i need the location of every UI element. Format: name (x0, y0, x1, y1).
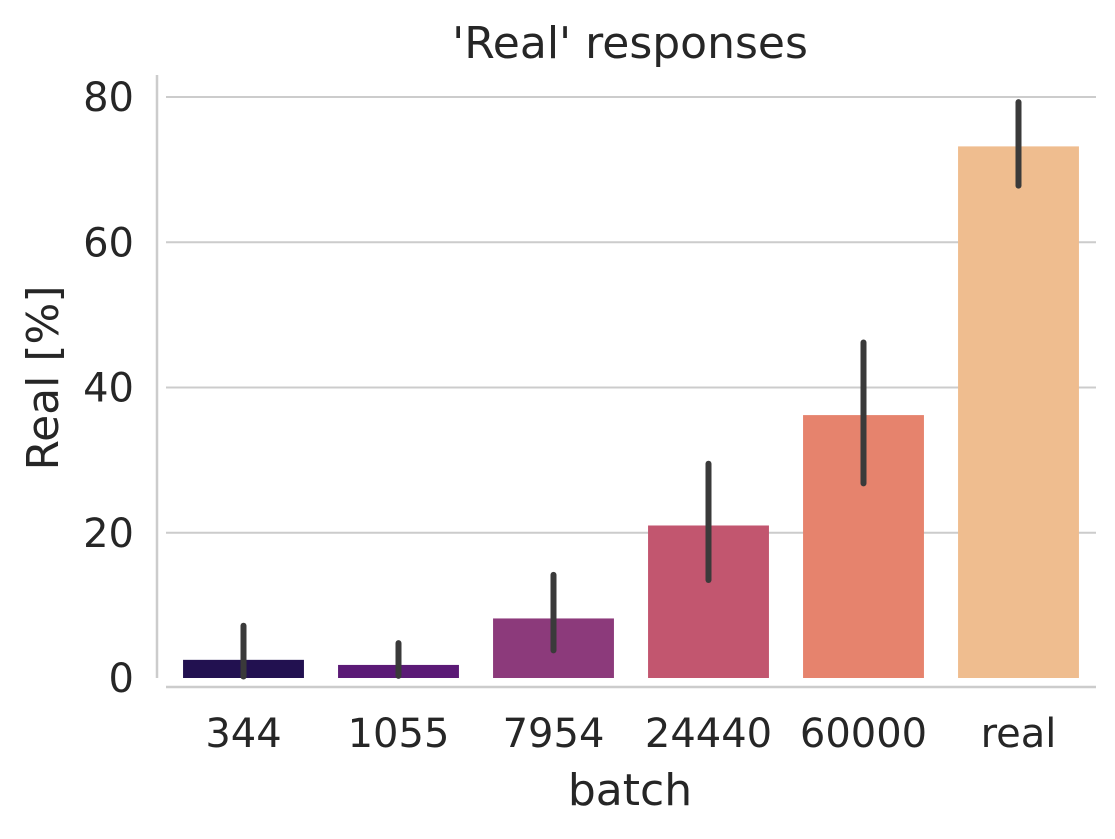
y-tick-label: 40 (83, 366, 134, 412)
bars (183, 146, 1079, 678)
x-axis-label: batch (568, 765, 692, 816)
axes (155, 75, 1096, 689)
x-tick-label: real (981, 711, 1057, 757)
x-tick-label: 60000 (800, 711, 927, 757)
chart-title: 'Real' responses (452, 18, 808, 69)
y-tick-labels: 0 20 40 60 80 (83, 75, 134, 702)
x-tick-label: 1055 (348, 711, 450, 757)
x-tick-labels: 344 1055 7954 24440 60000 real (205, 711, 1056, 757)
y-tick-label: 80 (83, 75, 134, 121)
error-bars (240, 99, 1022, 680)
x-tick-label: 344 (205, 711, 281, 757)
y-tick-label: 60 (83, 220, 134, 266)
x-tick-label: 24440 (645, 711, 772, 757)
x-tick-label: 7954 (503, 711, 605, 757)
grid-lines (166, 96, 1096, 534)
y-tick-label: 0 (109, 656, 134, 702)
bar (958, 146, 1079, 678)
y-axis-label: Real [%] (18, 286, 69, 471)
y-tick-label: 20 (83, 511, 134, 557)
